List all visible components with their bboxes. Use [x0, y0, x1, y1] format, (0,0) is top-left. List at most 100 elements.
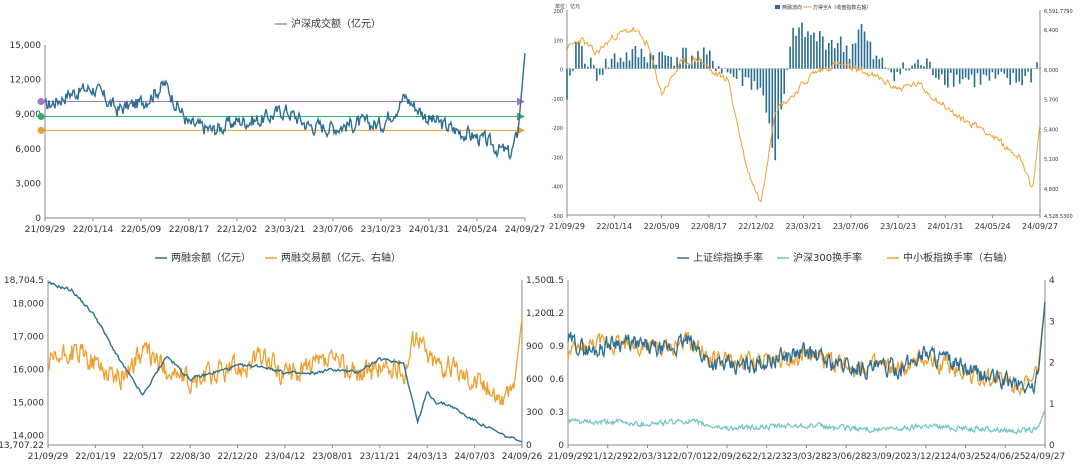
flow-bar	[578, 41, 580, 69]
y-tick-label: 0	[560, 68, 563, 74]
flow-bar	[929, 61, 931, 69]
flow-bar	[884, 67, 887, 69]
flow-bar	[869, 41, 872, 69]
y-tick-label: 15,000	[10, 41, 42, 51]
legend-label: 万得全A（收盘指数右轴）	[813, 4, 871, 11]
flow-bar	[920, 65, 922, 69]
flow-bar	[881, 57, 884, 69]
x-tick-label: 21/09/29	[548, 452, 589, 462]
flow-bar	[822, 36, 824, 69]
x-tick-label: 22/12/02	[738, 222, 774, 231]
x-tick-label: 23/03/21	[265, 225, 305, 235]
flow-bar	[923, 66, 925, 69]
series-line-turnover	[44, 53, 526, 161]
flow-bar	[753, 68, 756, 82]
x-tick-label: 23/09/20	[866, 452, 907, 462]
y-tick-label: 1.5	[550, 276, 564, 286]
flow-bar	[935, 68, 937, 78]
y2-tick-label: 3	[1049, 317, 1055, 327]
flow-bar	[899, 68, 902, 75]
legend-label: 上证综指换手率	[693, 251, 763, 264]
y2-tick-label: 4,528.5300	[1044, 214, 1073, 220]
flow-bar	[634, 46, 637, 69]
y-tick-label: 12,000	[10, 76, 42, 86]
flow-bar	[735, 68, 738, 79]
flow-bar	[628, 60, 631, 69]
flow-bar	[825, 49, 827, 69]
flow-bar	[738, 68, 741, 71]
y2-tick-label: 1	[1049, 400, 1055, 410]
legend-label: 两融流向	[782, 4, 802, 11]
flow-bar	[566, 68, 568, 100]
flow-bar	[952, 68, 955, 87]
flow-bar	[709, 50, 711, 69]
flow-bar	[658, 52, 661, 69]
x-tick-label: 22/01/14	[73, 225, 114, 235]
legend-swatch	[775, 5, 780, 9]
flow-bar	[756, 68, 759, 90]
flow-bar	[854, 43, 857, 69]
y-tick-label: 0.6	[550, 375, 565, 385]
flow-bar	[917, 59, 919, 69]
y2-tick-label: 5,400	[1044, 127, 1058, 133]
flow-bar	[771, 68, 774, 148]
flow-bar	[1036, 62, 1038, 69]
legend-label: 中小板指换手率（右轴）	[903, 251, 1013, 264]
x-tick-label: 24/05/24	[975, 222, 1011, 231]
flow-bar	[955, 68, 958, 75]
legend-label: 沪深300换手率	[793, 251, 862, 264]
chart-margin-balance: 21/09/29 22/01/19 22/05/17 22/08/30 22/12/20…	[0, 251, 552, 462]
y-tick-label: -300	[552, 155, 563, 161]
flow-bar	[851, 43, 854, 69]
flow-bar	[1003, 68, 1006, 74]
y-tick-label: 17,000	[13, 332, 45, 342]
x-tick-label: 21/09/29	[549, 222, 585, 231]
flow-bar	[798, 27, 800, 69]
flow-bar	[896, 68, 899, 72]
flow-bar	[679, 63, 681, 69]
x-tick-label: 22/12/23	[747, 452, 787, 462]
flow-bar	[905, 68, 907, 71]
flow-bar	[941, 68, 943, 75]
flow-bar	[726, 68, 729, 73]
flow-bar	[584, 63, 586, 69]
flow-bar	[706, 54, 708, 69]
x-tick-label: 23/11/21	[360, 452, 400, 462]
flow-bar	[646, 62, 649, 69]
flow-bar	[643, 57, 646, 69]
flow-bar	[902, 62, 904, 69]
series-line-csi300	[567, 409, 1046, 435]
flow-bar	[661, 51, 664, 69]
y-tick-label: 13,707.22	[0, 441, 44, 451]
flow-bar	[857, 29, 860, 69]
flow-bar	[607, 67, 610, 69]
flow-bar	[700, 59, 702, 69]
flow-bar	[949, 68, 952, 73]
x-tick-label: 24/07/03	[454, 452, 494, 462]
legend-label: 两融余额（亿元）	[171, 251, 251, 264]
flow-bar	[575, 42, 577, 69]
y2-tick-label: 600	[526, 375, 543, 385]
flow-bar	[875, 55, 878, 69]
flow-bar	[667, 56, 669, 69]
flow-bar	[572, 68, 574, 72]
flow-bar	[985, 68, 988, 76]
flow-bar	[714, 68, 717, 72]
y-tick-label: 200	[553, 9, 563, 15]
y2-tick-label: 0	[526, 441, 532, 451]
x-tick-label: 23/08/01	[312, 452, 352, 462]
flow-bar	[958, 68, 961, 84]
y-tick-label: 16,000	[13, 365, 45, 375]
flow-bar	[804, 37, 806, 69]
reference-line-start-marker	[37, 113, 45, 121]
y2-tick-label: 900	[526, 342, 543, 352]
x-tick-label: 24/09/27	[505, 225, 545, 235]
flow-bar	[872, 59, 875, 69]
flow-bar	[964, 68, 967, 78]
flow-bar	[640, 48, 643, 69]
x-tick-label: 21/09/29	[25, 225, 66, 235]
flow-bar	[890, 68, 893, 73]
x-tick-label: 23/03/21	[786, 222, 822, 231]
flow-bar	[813, 32, 815, 69]
reference-line-start-marker	[37, 98, 45, 106]
